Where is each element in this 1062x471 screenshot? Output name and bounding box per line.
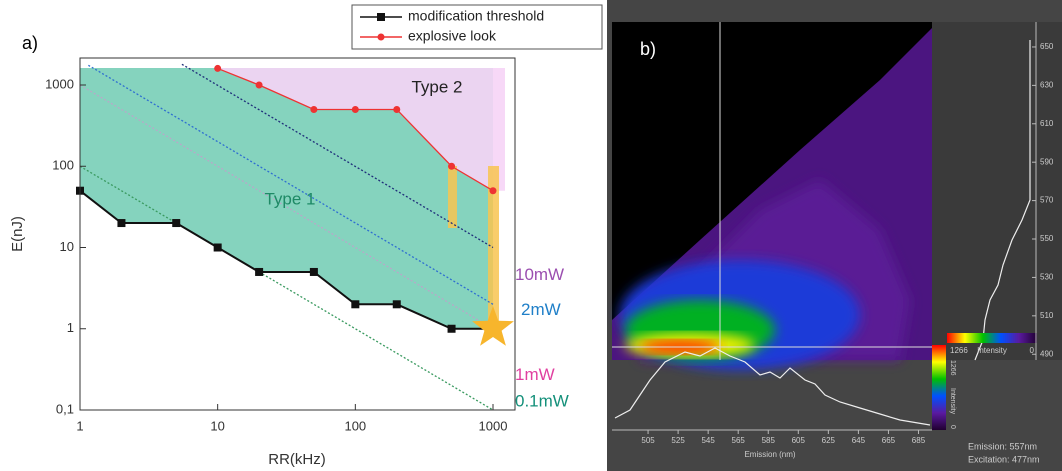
emission-spectrum	[614, 347, 931, 426]
marker	[392, 300, 401, 309]
x-tick-label: 1000	[479, 418, 508, 433]
colorbar-min: 0	[949, 425, 956, 429]
marker	[393, 105, 401, 113]
series-line	[79, 189, 493, 330]
y-tick-label: 510	[1040, 311, 1054, 320]
legend-marker	[377, 13, 385, 21]
power-label: 10mW	[515, 265, 564, 284]
annotation: Type 1	[264, 189, 315, 208]
legend-box	[351, 4, 603, 50]
heatmap-image	[612, 22, 932, 370]
range-bar	[488, 166, 499, 328]
colorbar-vertical	[932, 345, 946, 430]
x-tick-label: 605	[792, 436, 806, 445]
colorbar-max: 1266	[950, 346, 968, 355]
readout: Emission: 557nm	[968, 441, 1037, 451]
marker	[447, 324, 456, 333]
x-tick-label: 10	[210, 418, 224, 433]
y-tick-label: 530	[1040, 273, 1054, 282]
type2-region	[217, 68, 505, 191]
x-tick-label: 585	[762, 436, 776, 445]
x-tick-label: 1	[76, 418, 83, 433]
marker	[489, 187, 497, 195]
marker	[172, 219, 181, 228]
colorbar-label: Intensity	[977, 346, 1007, 355]
marker	[310, 105, 318, 113]
panel-label: a)	[22, 33, 38, 53]
y-tick-label: 590	[1040, 157, 1054, 166]
side-spectrum-panel	[932, 22, 1062, 360]
x-axis-title: RR(kHz)	[268, 451, 326, 468]
star	[472, 306, 514, 346]
type1-region	[80, 68, 493, 329]
y-tick-label: 630	[1040, 80, 1054, 89]
y-tick-label: 0,1	[56, 401, 74, 416]
colorbar-max: 1266	[949, 360, 956, 376]
legend-marker	[377, 33, 385, 41]
legend-label: modification threshold	[408, 8, 544, 24]
plot-content	[80, 63, 505, 410]
power-label: 1mW	[515, 365, 555, 384]
marker	[117, 219, 126, 228]
y-tick-label: 1	[67, 320, 74, 335]
legend-label: explosive look	[408, 28, 497, 44]
marker	[309, 267, 318, 276]
plot-frame	[79, 57, 516, 411]
marker	[213, 243, 222, 252]
y-tick-label: 490	[1040, 349, 1054, 358]
marker	[255, 81, 263, 89]
marker	[214, 64, 222, 72]
y-tick-label: 100	[52, 158, 74, 173]
marker	[351, 300, 360, 309]
y-tick-label: 650	[1040, 42, 1054, 51]
x-axis-title: Emission (nm)	[744, 450, 795, 459]
annotation: Type 2	[411, 77, 462, 96]
x-tick-label: 645	[852, 436, 866, 445]
marker	[351, 105, 359, 113]
excitation-spectrum	[974, 40, 1031, 361]
marker	[255, 267, 264, 276]
x-tick-label: 665	[882, 436, 896, 445]
colorbar-label: Intensity	[949, 388, 956, 415]
y-tick-label: 1000	[45, 76, 74, 91]
x-tick-label: 545	[701, 436, 715, 445]
x-tick-label: 100	[344, 418, 366, 433]
y-axis-title: E(nJ)	[9, 216, 26, 252]
plot-area	[76, 63, 505, 410]
colorbar-min: 0	[1030, 346, 1035, 355]
x-tick-label: 525	[671, 436, 685, 445]
x-tick-label: 565	[732, 436, 746, 445]
marker	[448, 162, 456, 170]
power-label: 2mW	[521, 300, 561, 319]
y-tick-label: 570	[1040, 196, 1054, 205]
power-label: 0.1mW	[515, 391, 569, 410]
power-line	[181, 63, 494, 249]
x-tick-label: 685	[912, 436, 926, 445]
colorbar-horizontal	[947, 333, 1037, 343]
y-tick-label: 550	[1040, 234, 1054, 243]
x-tick-label: 625	[822, 436, 836, 445]
readout: Excitation: 477nm	[968, 454, 1040, 464]
x-tick-label: 505	[641, 436, 655, 445]
panel-label: b)	[640, 39, 656, 59]
y-tick-label: 10	[60, 239, 74, 254]
range-bar	[448, 166, 457, 228]
y-tick-label: 610	[1040, 119, 1054, 128]
